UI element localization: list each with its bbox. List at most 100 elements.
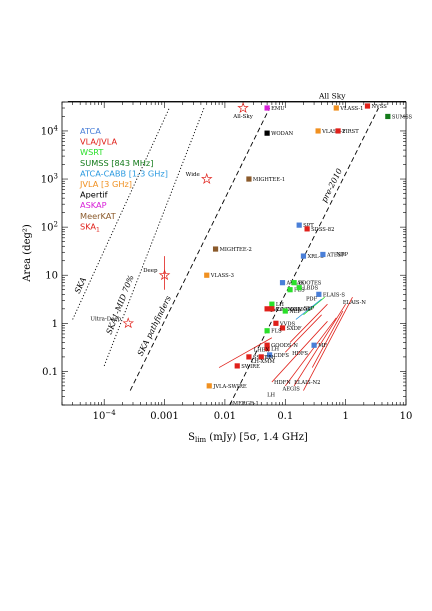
survey-label: MF [318, 343, 327, 349]
survey-label: LBDS [303, 286, 318, 292]
legend-entry: JVLA [3 GHz] [79, 179, 132, 189]
survey-label: NVSS [371, 104, 387, 110]
survey-marker [385, 113, 391, 120]
extra-label: NEP [336, 252, 348, 258]
survey-line [289, 303, 328, 343]
legend-entry: ATCA [80, 126, 101, 136]
survey-marker [282, 308, 288, 314]
survey-label: FLS [271, 329, 282, 335]
legend-entry-text: VLA/JVLA [80, 137, 117, 147]
y-tick-label-exp: 4 [54, 124, 59, 132]
ska-point-label: Ultra-Deep [90, 316, 121, 322]
survey-label: JVLA-COSMOS [270, 307, 311, 313]
legend-entry-text: ATCA [80, 126, 101, 136]
survey-label: MIGHTEE-2 [220, 247, 252, 253]
y-tick-label: 0.1 [42, 367, 58, 378]
survey-line [218, 337, 273, 368]
y-tick-label-base: 10 [41, 126, 54, 137]
survey-marker [212, 246, 219, 252]
survey-marker [264, 105, 270, 111]
diagonal-line [103, 107, 205, 367]
survey-marker [204, 272, 210, 278]
x-tick-label: 1 [342, 411, 348, 422]
survey-label: BOOTES [298, 281, 322, 287]
y-tick-label: 103 [41, 173, 58, 186]
survey-marker [246, 354, 252, 360]
survey-marker [304, 226, 310, 232]
legend-entry: Apertif [80, 190, 109, 200]
survey-label: FIRST [342, 129, 359, 135]
survey-label: VLASS-1 [339, 106, 363, 112]
extra-label: HDFN [274, 380, 291, 386]
survey-line [284, 314, 322, 353]
survey-label: ATESP [326, 252, 345, 258]
survey-label: JVLA-SWIRE [212, 384, 247, 390]
survey-label: SPT [303, 223, 314, 229]
survey-lines [164, 256, 353, 391]
survey-label: COSMOS [276, 307, 301, 313]
all-sky-group: All Sky [67, 91, 406, 102]
survey-label: LH [271, 346, 279, 352]
diagonal-line [72, 107, 170, 320]
survey-label: 13h [265, 355, 276, 361]
survey-marker [333, 105, 339, 111]
survey-marker [335, 128, 341, 134]
ska-star-marker [201, 172, 213, 184]
y-tick-label: 1 [52, 319, 58, 330]
survey-marker [269, 306, 275, 312]
x-axis-title-rest: (mJy) [5σ, 1.4 GHz] [206, 432, 308, 443]
survey-marker [264, 306, 270, 312]
survey-marker [320, 251, 326, 258]
survey-label: SXDF [287, 326, 302, 332]
x-tick-label: 0.001 [150, 411, 179, 422]
x-tick-label: 10−4 [93, 409, 117, 422]
x-tick-label-exp: −4 [105, 409, 116, 417]
legend-entry-text: Apertif [80, 190, 109, 200]
survey-label: SDSS-82 [311, 227, 334, 233]
survey-marker [264, 342, 270, 348]
survey-marker [296, 222, 302, 228]
x-axis-title-main: S [188, 432, 195, 443]
survey-marker [364, 103, 371, 109]
diagonal-line [129, 107, 271, 391]
x-tick-label: 0.01 [214, 411, 236, 422]
legend-entry: MeerKAT [80, 211, 117, 221]
y-tick-label: 104 [41, 124, 59, 137]
survey-marker [234, 363, 240, 369]
survey-line [303, 296, 353, 391]
ska-star-marker [122, 317, 135, 329]
survey-label: CDFS [274, 353, 290, 359]
survey-label: EMU [271, 106, 285, 112]
survey-label: SUMSS [392, 114, 413, 120]
diagonal-line-label: SKA [73, 276, 88, 295]
ska-point-label: All-Sky [232, 114, 253, 120]
survey-line [303, 296, 325, 316]
diagonal-line-label: SKA pathfinders [136, 294, 173, 357]
diagonal-line [229, 107, 379, 406]
y-tick-label-base: 10 [41, 175, 54, 186]
ska-point-label: Wide [186, 172, 200, 178]
extra-label: LH-XMM [251, 359, 276, 365]
x-tick-label: 10 [400, 411, 413, 422]
survey-marker [246, 176, 252, 182]
all-sky-label: All Sky [318, 91, 346, 100]
extra-label: LHEX [254, 347, 270, 353]
survey-label: VLASS-2 [321, 129, 345, 135]
ska-point-label: Deep [143, 268, 158, 274]
survey-marker [273, 320, 279, 326]
extra-label: PDF [306, 296, 318, 302]
survey-marker [206, 383, 212, 389]
legend-entry-sub: 1 [96, 226, 100, 233]
survey-label: VLASS-3 [210, 273, 234, 279]
legend-entry: SKA1 [80, 221, 100, 233]
survey-marker [258, 354, 264, 360]
axis-ticks [61, 101, 407, 406]
survey-marker [264, 130, 270, 136]
y-tick-label: 102 [41, 221, 58, 234]
survey-marker [287, 287, 293, 293]
survey-marker [264, 328, 270, 334]
extra-label: SEP [303, 306, 314, 312]
extra-label: eMERGE-1 [230, 401, 259, 407]
